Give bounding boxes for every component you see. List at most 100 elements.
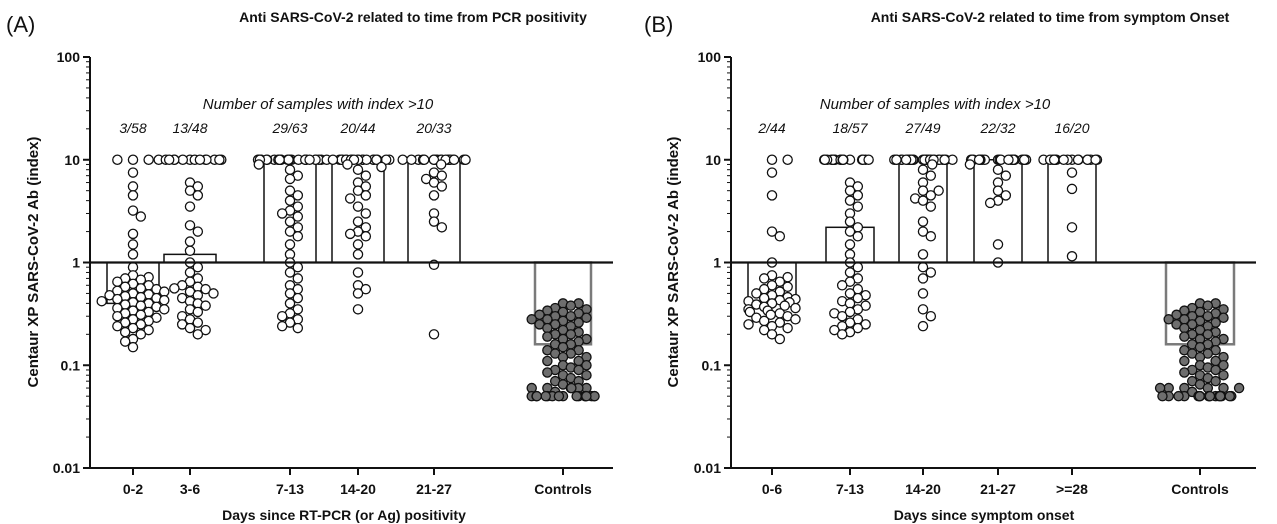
data-point xyxy=(820,155,829,164)
data-point xyxy=(160,305,169,314)
data-point xyxy=(767,191,776,200)
panel-label: (B) xyxy=(644,12,673,37)
data-point xyxy=(918,250,927,259)
data-point xyxy=(1158,392,1167,401)
chart-title: Anti SARS-CoV-2 related to time from PCR… xyxy=(239,9,587,25)
data-point xyxy=(429,191,438,200)
panel-a: (A) Anti SARS-CoV-2 related to time from… xyxy=(6,9,613,523)
data-point xyxy=(543,323,552,332)
ratio-label: 16/20 xyxy=(1054,120,1089,136)
panel-b: (B) Anti SARS-CoV-2 related to time from… xyxy=(644,9,1256,523)
data-point xyxy=(541,392,550,401)
data-point xyxy=(918,165,927,174)
data-point xyxy=(543,356,552,365)
data-point xyxy=(193,307,202,316)
data-point xyxy=(783,323,792,332)
data-point xyxy=(293,232,302,241)
data-point xyxy=(965,160,974,169)
data-point xyxy=(128,191,137,200)
x-tick-label: Controls xyxy=(1171,481,1229,497)
data-point xyxy=(1059,155,1068,164)
data-point xyxy=(838,281,847,290)
data-point xyxy=(1067,184,1076,193)
data-point xyxy=(567,383,576,392)
data-point xyxy=(128,240,137,249)
data-point xyxy=(572,392,581,401)
data-point xyxy=(346,194,355,203)
x-tick-label: 7-13 xyxy=(276,481,304,497)
data-point xyxy=(437,223,446,232)
data-point xyxy=(1235,383,1244,392)
data-point xyxy=(566,301,575,310)
data-point xyxy=(993,165,1002,174)
data-point xyxy=(343,160,352,169)
ratio-label: 27/49 xyxy=(904,120,940,136)
data-point xyxy=(285,299,294,308)
data-point xyxy=(305,155,314,164)
x-tick-label: 21-27 xyxy=(980,481,1016,497)
data-point xyxy=(293,274,302,283)
data-point xyxy=(1067,168,1076,177)
data-point xyxy=(461,155,470,164)
data-point xyxy=(128,343,137,352)
data-point xyxy=(864,155,873,164)
data-point xyxy=(1195,392,1204,401)
data-point xyxy=(783,155,792,164)
data-point xyxy=(377,162,386,171)
y-tick-label: 0.1 xyxy=(702,357,722,373)
data-point xyxy=(1219,371,1228,380)
data-point xyxy=(1216,392,1225,401)
data-point xyxy=(986,198,995,207)
data-point xyxy=(1180,356,1189,365)
data-point xyxy=(853,202,862,211)
data-point xyxy=(918,274,927,283)
data-point xyxy=(845,196,854,205)
data-point xyxy=(775,334,784,343)
data-point xyxy=(185,202,194,211)
data-point xyxy=(543,332,552,341)
data-point xyxy=(201,301,210,310)
data-point xyxy=(293,323,302,332)
data-point xyxy=(113,155,122,164)
data-point xyxy=(353,240,362,249)
ratio-label: 29/63 xyxy=(271,120,307,136)
x-tick-label: 14-20 xyxy=(340,481,376,497)
data-point xyxy=(918,289,927,298)
data-point xyxy=(940,155,949,164)
data-point xyxy=(353,250,362,259)
data-point xyxy=(278,209,287,218)
data-point xyxy=(918,322,927,331)
data-point xyxy=(1074,155,1083,164)
data-point xyxy=(1180,332,1189,341)
data-point xyxy=(407,155,416,164)
data-point xyxy=(160,287,169,296)
panel-label: (A) xyxy=(6,12,35,37)
y-tick-label: 0.1 xyxy=(61,357,81,373)
ratio-label: 13/48 xyxy=(172,120,207,136)
data-point xyxy=(185,323,194,332)
data-point xyxy=(170,284,179,293)
data-point xyxy=(215,155,224,164)
data-point xyxy=(558,343,567,352)
data-point xyxy=(113,312,122,321)
x-tick-label: >=28 xyxy=(1056,481,1088,497)
y-tick-label: 100 xyxy=(698,49,722,65)
data-point xyxy=(128,229,137,238)
data-point xyxy=(902,155,911,164)
data-point xyxy=(353,202,362,211)
data-point xyxy=(791,303,800,312)
data-point xyxy=(582,371,591,380)
data-point xyxy=(1004,155,1013,164)
data-point xyxy=(1205,392,1214,401)
data-point xyxy=(1001,171,1010,180)
data-point xyxy=(845,299,854,308)
data-point xyxy=(128,250,137,259)
data-point xyxy=(554,392,563,401)
data-point xyxy=(361,191,370,200)
ratio-label: 3/58 xyxy=(119,120,146,136)
data-point xyxy=(845,240,854,249)
x-axis-label: Days since symptom onset xyxy=(894,507,1075,523)
data-point xyxy=(993,240,1002,249)
data-point xyxy=(760,274,769,283)
y-tick-label: 1 xyxy=(713,255,721,271)
